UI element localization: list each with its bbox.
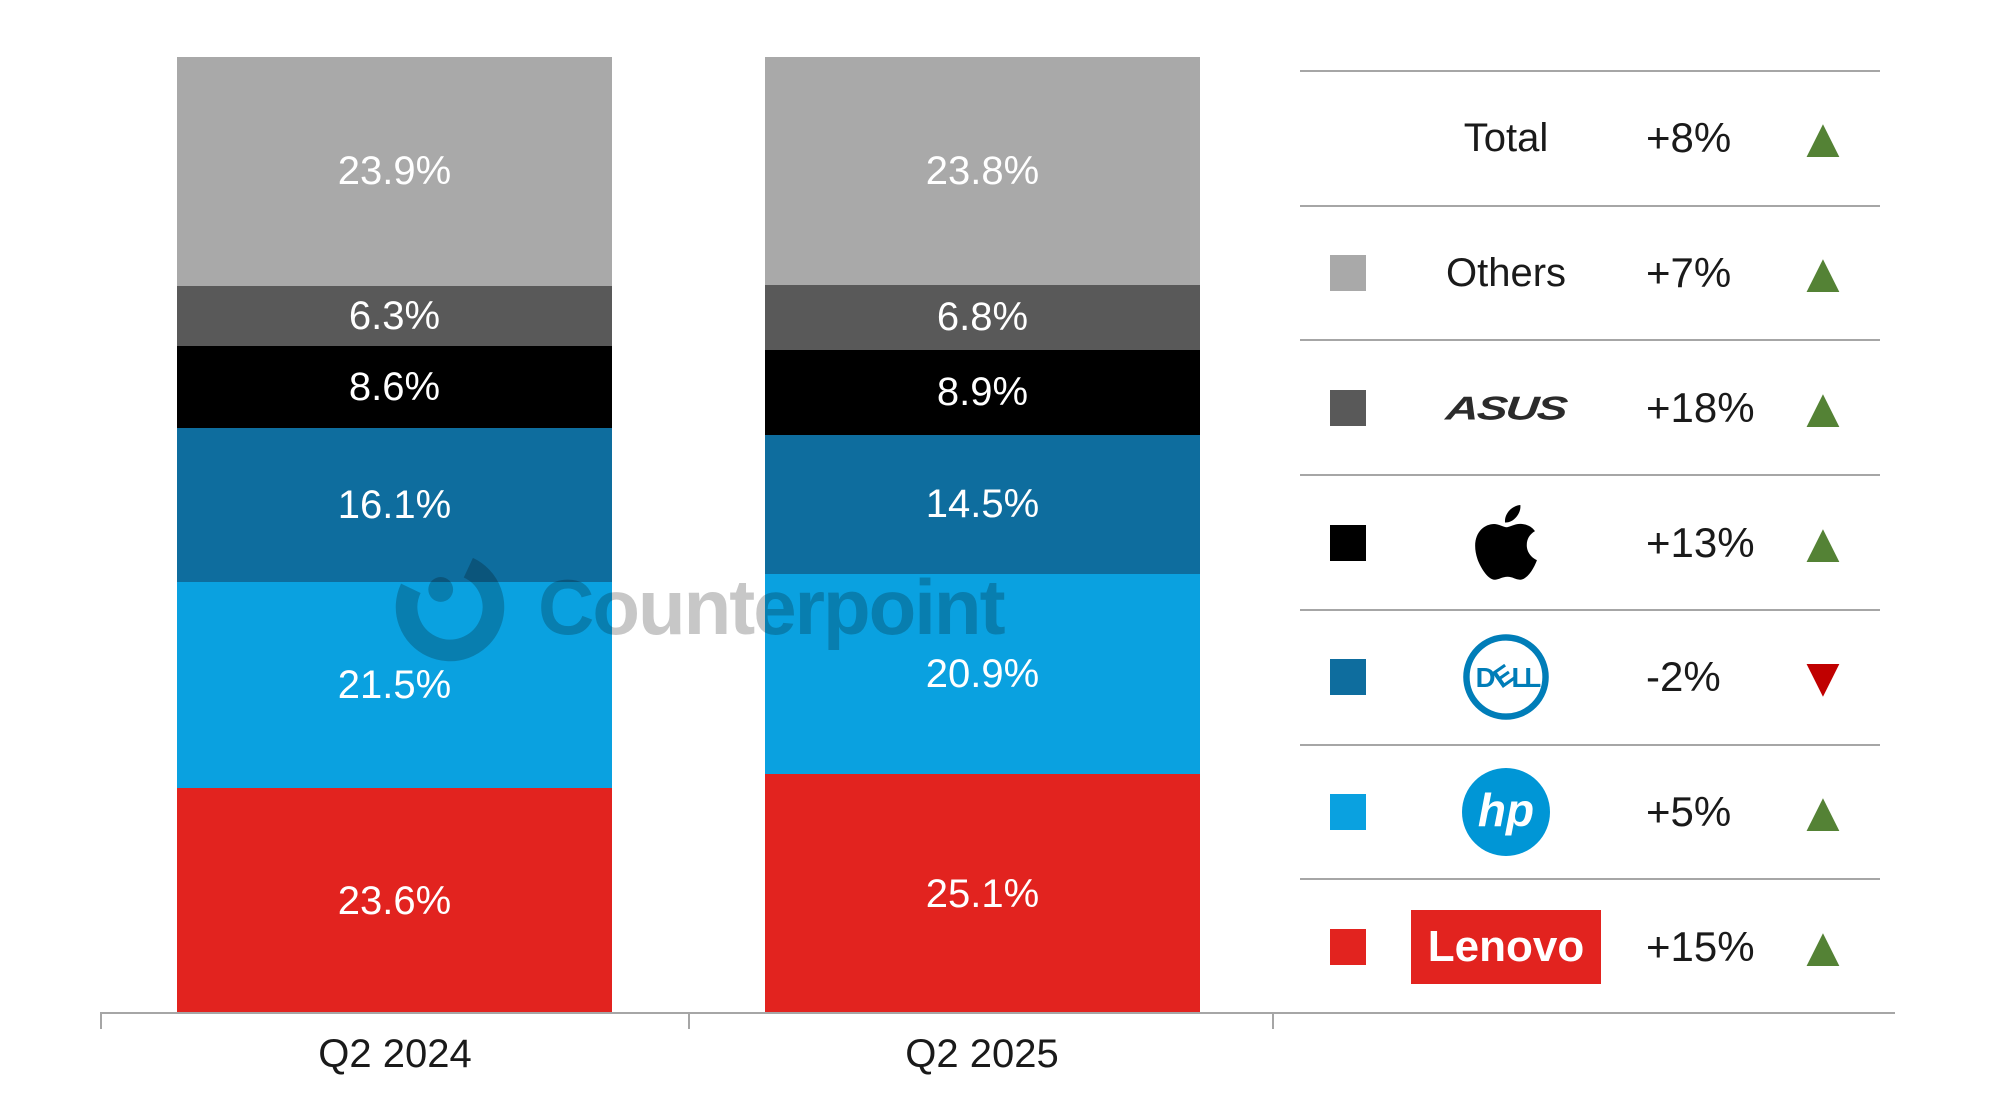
legend-row-total: Total +8% ▲ bbox=[1300, 70, 1880, 205]
down-triangle-icon: ▼ bbox=[1795, 645, 1851, 709]
series-color-swatch bbox=[1330, 793, 1366, 830]
segment-value-label: 21.5% bbox=[337, 663, 452, 708]
segment-value-label: 16.1% bbox=[337, 483, 452, 528]
up-triangle-icon: ▲ bbox=[1795, 375, 1851, 439]
legend-row-hp: hp +5% ▲ bbox=[1300, 743, 1880, 879]
yoy-change-value: -2% bbox=[1646, 653, 1721, 701]
yoy-change-value: +8% bbox=[1646, 114, 1732, 162]
bar-segment-lenovo: 23.6% bbox=[177, 788, 612, 1014]
apple-logo bbox=[1475, 504, 1537, 580]
x-axis-tick bbox=[100, 1012, 102, 1029]
up-triangle-icon: ▲ bbox=[1795, 510, 1851, 574]
legend-row-asus: ASUS +18% ▲ bbox=[1300, 339, 1880, 474]
x-axis-tick bbox=[688, 1012, 690, 1029]
bar-segment-apple: 8.6% bbox=[177, 346, 612, 429]
bar-segment-dell: 16.1% bbox=[177, 428, 612, 583]
segment-value-label: 8.9% bbox=[936, 370, 1029, 415]
legend-row-dell: D E L L -2% ▼ bbox=[1300, 608, 1880, 744]
legend-label: Total bbox=[1463, 115, 1549, 160]
bar-segment-hp: 20.9% bbox=[765, 573, 1200, 774]
segment-value-label: 23.6% bbox=[337, 879, 452, 924]
series-color-swatch bbox=[1330, 928, 1366, 965]
hp-logo: hp bbox=[1462, 767, 1550, 856]
bar-segment-asus: 6.8% bbox=[765, 284, 1200, 350]
yoy-change-value: +7% bbox=[1646, 249, 1732, 297]
bar-segment-others: 23.8% bbox=[765, 57, 1200, 285]
x-axis-line bbox=[101, 1012, 1895, 1014]
x-axis-tick bbox=[1272, 1012, 1274, 1029]
yoy-change-value: +15% bbox=[1646, 922, 1755, 970]
series-color-swatch bbox=[1330, 389, 1366, 426]
yoy-change-value: +13% bbox=[1646, 518, 1755, 566]
bar-segment-asus: 6.3% bbox=[177, 285, 612, 346]
segment-value-label: 14.5% bbox=[925, 482, 1040, 527]
up-triangle-icon: ▲ bbox=[1795, 914, 1851, 978]
bar-segment-lenovo: 25.1% bbox=[765, 773, 1200, 1014]
bar-segment-others: 23.9% bbox=[177, 57, 612, 286]
legend-table: Total +8% ▲ Others +7% ▲ ASUS +18% ▲ +13% ▲ D E L L -2%… bbox=[1300, 70, 1880, 1013]
bar-segment-hp: 21.5% bbox=[177, 582, 612, 789]
yoy-change-value: +18% bbox=[1646, 383, 1755, 431]
yoy-change-value: +5% bbox=[1646, 787, 1732, 835]
segment-value-label: 25.1% bbox=[925, 871, 1040, 916]
series-color-swatch bbox=[1330, 255, 1366, 292]
segment-value-label: 23.8% bbox=[925, 148, 1040, 193]
legend-label: Others bbox=[1445, 250, 1567, 295]
bar-segment-dell: 14.5% bbox=[765, 435, 1200, 574]
svg-text:D: D bbox=[1476, 662, 1496, 693]
x-axis-label-q2-2025: Q2 2025 bbox=[905, 1032, 1059, 1076]
svg-text:L: L bbox=[1524, 662, 1541, 693]
bar-q2-2025: 23.8% 6.8% 8.9% 14.5% 20.9% 25.1% bbox=[765, 57, 1200, 1014]
series-color-swatch bbox=[1330, 659, 1366, 696]
up-triangle-icon: ▲ bbox=[1795, 106, 1851, 170]
legend-row-lenovo: Lenovo +15% ▲ bbox=[1300, 878, 1880, 1013]
series-color-swatch bbox=[1330, 524, 1366, 561]
segment-value-label: 23.9% bbox=[337, 149, 452, 194]
up-triangle-icon: ▲ bbox=[1795, 779, 1851, 843]
bar-q2-2024: 23.9% 6.3% 8.6% 16.1% 21.5% 23.6% bbox=[177, 57, 612, 1014]
bar-segment-apple: 8.9% bbox=[765, 349, 1200, 435]
asus-logo: ASUS bbox=[1444, 389, 1568, 427]
lenovo-logo: Lenovo bbox=[1411, 909, 1601, 984]
legend-row-others: Others +7% ▲ bbox=[1300, 204, 1880, 340]
legend-row-apple: +13% ▲ bbox=[1300, 474, 1880, 609]
segment-value-label: 6.8% bbox=[936, 295, 1029, 340]
segment-value-label: 20.9% bbox=[925, 651, 1040, 696]
segment-value-label: 6.3% bbox=[348, 293, 441, 338]
svg-text:L: L bbox=[1512, 662, 1529, 693]
up-triangle-icon: ▲ bbox=[1795, 241, 1851, 305]
x-axis-label-q2-2024: Q2 2024 bbox=[318, 1032, 472, 1076]
segment-value-label: 8.6% bbox=[348, 365, 441, 410]
